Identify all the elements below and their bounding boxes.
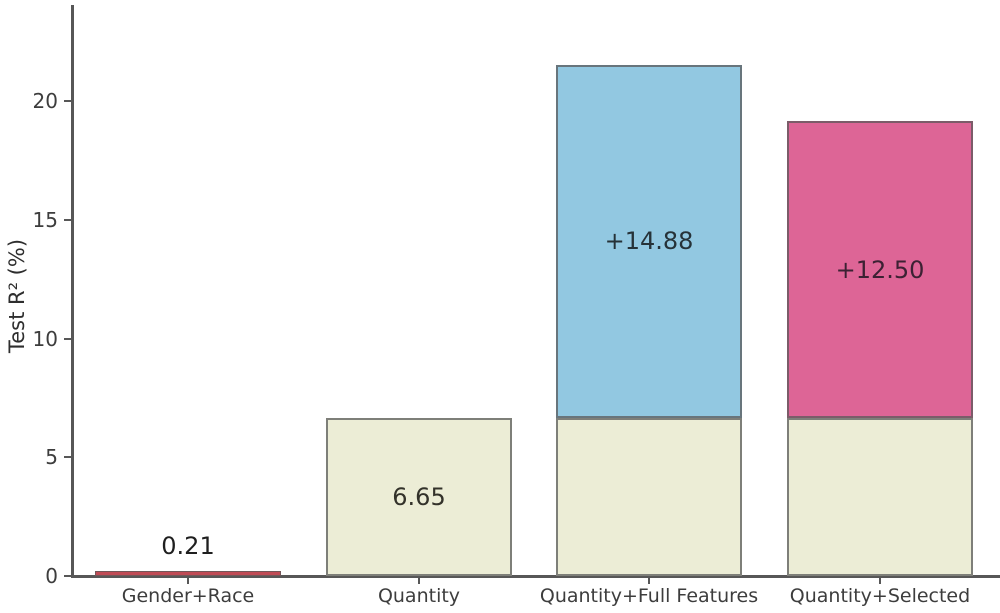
y-tick-mark	[64, 218, 71, 221]
bar-value-label: 6.65	[392, 483, 446, 512]
x-tick-mark	[879, 578, 881, 584]
x-tick-label: Quantity	[377, 585, 461, 607]
bar-segment-full-features-gain	[556, 64, 742, 419]
y-tick-label: 10	[32, 326, 58, 351]
y-tick-mark	[64, 337, 71, 340]
y-tick-mark	[64, 575, 71, 577]
x-tick-mark	[187, 578, 189, 584]
bar-segment-quantity-base	[556, 418, 742, 576]
y-axis-spine	[71, 5, 74, 577]
bar-segment-quantity-base	[326, 418, 512, 576]
y-tick-label: 0	[45, 564, 58, 588]
y-tick-label: 20	[32, 89, 58, 113]
x-tick-label: Quantity+Full Features	[539, 585, 759, 607]
bar-segment-quantity-base	[787, 418, 973, 576]
x-tick-label: Gender+Race	[121, 585, 255, 607]
y-tick-mark	[64, 100, 71, 102]
x-axis-spine	[71, 575, 1000, 578]
bar-value-label: 0.21	[161, 532, 215, 560]
x-tick-mark	[418, 578, 420, 584]
y-tick-label: 15	[32, 207, 58, 232]
y-tick-mark	[64, 456, 71, 459]
x-tick-label: Quantity+Selected	[789, 585, 971, 607]
bar-value-label: +14.88	[604, 227, 694, 256]
x-tick-mark	[648, 578, 650, 584]
bar-value-label: +12.50	[835, 255, 925, 284]
y-tick-label: 5	[45, 445, 58, 470]
bar-segment-gender-race-value	[95, 571, 281, 576]
bar-segment-selected-gain	[787, 121, 973, 419]
